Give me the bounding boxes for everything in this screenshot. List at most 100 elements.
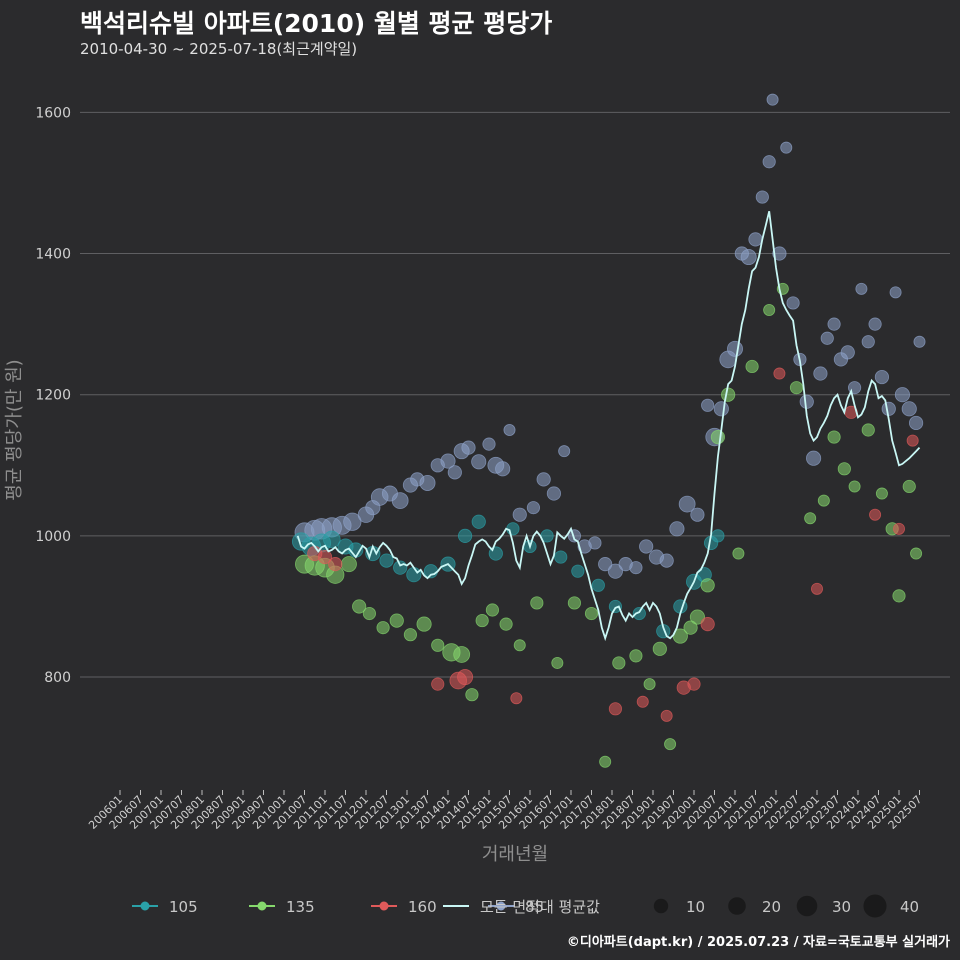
point-160 <box>687 677 701 691</box>
point-85 <box>868 317 882 331</box>
point-135 <box>875 487 888 500</box>
point-160 <box>660 709 673 722</box>
legend-label-105: 105 <box>169 898 198 916</box>
point-160 <box>636 695 649 708</box>
legend-label-avg: 모든 면적대 평균값 <box>480 898 600 916</box>
point-105 <box>571 564 585 578</box>
point-85 <box>881 401 896 416</box>
point-105 <box>471 514 486 529</box>
point-160 <box>457 669 474 686</box>
legend-dot-105 <box>140 901 150 911</box>
legend-size-label: 40 <box>900 898 919 916</box>
point-85 <box>678 495 696 513</box>
point-135 <box>664 738 677 751</box>
point-85 <box>766 93 779 106</box>
legend-label-85: 85 <box>525 898 544 916</box>
point-135 <box>732 547 745 560</box>
point-85 <box>813 366 828 381</box>
point-85 <box>391 492 409 509</box>
point-135 <box>700 578 715 593</box>
point-135 <box>892 589 906 603</box>
point-135 <box>763 304 776 316</box>
legend-label-160: 160 <box>408 898 437 916</box>
point-105 <box>506 522 520 536</box>
y-tick-label: 1400 <box>35 247 71 263</box>
point-160 <box>906 434 919 447</box>
point-85 <box>546 486 562 501</box>
legend-label-135: 135 <box>286 898 315 916</box>
point-85 <box>908 415 924 431</box>
point-135 <box>689 609 705 625</box>
point-105 <box>323 530 341 549</box>
point-135 <box>902 479 916 494</box>
point-85 <box>894 387 910 403</box>
point-135 <box>652 641 667 656</box>
point-105 <box>457 528 473 543</box>
point-85 <box>855 282 868 295</box>
point-135 <box>612 656 626 670</box>
point-85 <box>629 561 643 575</box>
point-160 <box>773 367 786 380</box>
point-135 <box>389 613 404 628</box>
point-85 <box>799 394 814 409</box>
point-160 <box>328 557 343 572</box>
point-135 <box>340 556 357 573</box>
point-160 <box>811 582 823 595</box>
point-160 <box>893 522 905 535</box>
point-85 <box>840 345 855 360</box>
point-85 <box>740 249 757 266</box>
point-85 <box>471 454 487 470</box>
point-160 <box>700 617 715 632</box>
chart-title: 백석리슈빌 아파트(2010) 월별 평균 평당가 <box>80 9 553 38</box>
point-135 <box>475 614 489 628</box>
legend-size-circle <box>796 895 818 917</box>
point-135 <box>513 639 526 652</box>
point-85 <box>495 461 511 477</box>
point-85 <box>786 296 800 310</box>
point-85 <box>762 155 776 169</box>
point-135 <box>861 423 875 437</box>
point-85 <box>343 512 362 531</box>
point-160 <box>608 702 623 716</box>
point-85 <box>639 539 654 554</box>
point-160 <box>317 549 333 565</box>
point-135 <box>362 606 377 621</box>
point-135 <box>584 606 599 621</box>
point-160 <box>431 677 445 691</box>
point-85 <box>558 445 571 458</box>
point-135 <box>551 656 564 669</box>
point-85 <box>913 335 926 348</box>
point-135 <box>721 387 736 402</box>
point-135 <box>745 359 759 374</box>
point-85 <box>659 553 674 568</box>
point-105 <box>554 550 568 564</box>
point-105 <box>393 560 408 575</box>
point-135 <box>789 381 804 395</box>
point-135 <box>567 596 582 610</box>
average-line <box>296 210 921 642</box>
point-135 <box>710 429 726 445</box>
point-135 <box>530 596 544 610</box>
point-85 <box>512 507 527 522</box>
point-85 <box>780 141 793 154</box>
point-85 <box>701 398 715 412</box>
point-135 <box>910 547 923 560</box>
point-85 <box>690 507 705 522</box>
point-85 <box>598 557 613 572</box>
point-135 <box>352 599 367 614</box>
y-tick-label: 1000 <box>35 529 71 545</box>
legend-size-circle <box>728 897 746 915</box>
y-tick-label: 1600 <box>35 105 71 121</box>
point-135 <box>643 678 656 691</box>
y-tick-label: 800 <box>44 670 71 686</box>
point-105 <box>608 599 623 614</box>
legend-size-circle <box>863 894 887 918</box>
point-135 <box>817 494 830 507</box>
point-160 <box>869 508 882 521</box>
point-135 <box>431 638 445 652</box>
legend-size-label: 30 <box>832 898 851 916</box>
point-135 <box>599 755 612 768</box>
point-135 <box>465 688 479 702</box>
point-85 <box>536 472 551 487</box>
